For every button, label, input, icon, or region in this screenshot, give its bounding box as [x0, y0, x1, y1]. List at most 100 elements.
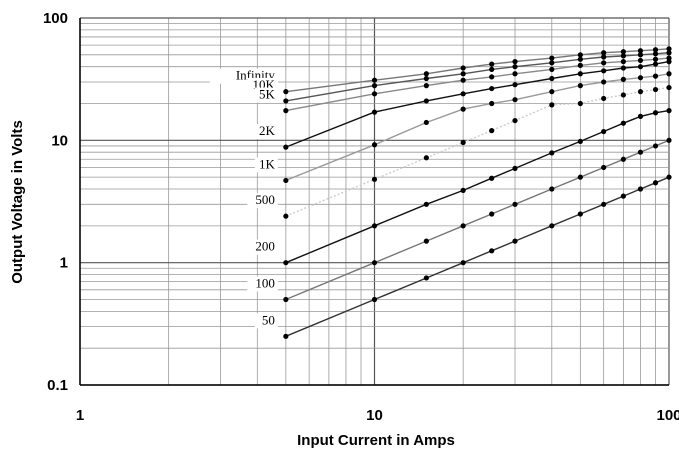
data-point — [283, 213, 289, 219]
series-label-bg — [247, 193, 278, 209]
data-point — [637, 186, 644, 192]
series-label-bg — [254, 313, 278, 329]
data-point — [423, 275, 429, 281]
series-label-bg — [247, 276, 278, 292]
data-point — [489, 128, 495, 134]
data-point — [652, 47, 659, 53]
data-point — [460, 260, 466, 266]
data-point — [460, 71, 466, 77]
data-point — [423, 155, 429, 161]
data-point — [283, 89, 289, 95]
series-label: 50 — [262, 312, 275, 327]
data-point — [283, 296, 289, 303]
y-tick-label: 10 — [51, 132, 68, 149]
data-point — [549, 150, 555, 156]
series-label: 1K — [259, 156, 276, 171]
data-point — [512, 82, 518, 88]
x-axis-title: Input Current in Amps — [297, 432, 455, 449]
data-point — [283, 333, 289, 339]
series-label: 100 — [255, 275, 275, 290]
data-point — [652, 180, 659, 186]
x-tick-label: 10 — [366, 407, 383, 424]
data-point — [620, 156, 626, 162]
data-point — [620, 76, 626, 82]
data-point — [489, 85, 495, 92]
data-point — [512, 59, 518, 65]
data-point — [637, 89, 644, 95]
tick-labels: 1 10 100 0.1 1 10 100 — [43, 10, 679, 424]
data-point — [666, 108, 672, 114]
data-point — [283, 144, 289, 150]
data-point — [601, 164, 607, 171]
y-tick-label: 1 — [60, 255, 68, 272]
data-point — [652, 86, 659, 93]
data-point — [652, 61, 659, 67]
data-point — [637, 149, 644, 155]
data-point — [460, 187, 466, 193]
data-point — [371, 176, 378, 182]
data-point — [637, 57, 644, 64]
series-label: 5K — [259, 87, 276, 102]
data-point — [549, 66, 555, 73]
data-point — [460, 139, 466, 146]
data-point — [601, 79, 607, 85]
data-point — [283, 260, 289, 266]
data-point — [512, 97, 518, 103]
series-label: 500 — [255, 192, 275, 207]
data-point — [489, 66, 495, 73]
data-point — [577, 83, 583, 89]
data-point — [512, 165, 518, 171]
data-point — [601, 50, 607, 56]
data-point — [549, 60, 555, 66]
data-point — [423, 98, 429, 104]
data-point — [512, 64, 518, 70]
data-point — [283, 177, 289, 184]
data-point — [637, 48, 644, 54]
y-axis-title: Output Voltage in Volts — [9, 120, 26, 284]
data-point — [371, 223, 378, 229]
data-point — [460, 77, 466, 83]
data-point — [512, 71, 518, 77]
data-point — [423, 119, 429, 126]
series-label-bg — [254, 124, 278, 140]
data-point — [577, 62, 583, 68]
data-point — [371, 109, 378, 115]
data-point — [371, 142, 378, 148]
data-point — [620, 59, 626, 65]
x-tick-label: 100 — [656, 407, 679, 424]
data-point — [637, 52, 644, 58]
data-point — [577, 174, 583, 180]
series-line — [285, 139, 670, 301]
data-point — [549, 89, 555, 95]
data-point — [549, 75, 555, 82]
data-point — [652, 73, 659, 79]
data-point — [489, 100, 495, 107]
data-point — [620, 65, 626, 71]
data-point — [652, 56, 659, 62]
data-point — [549, 102, 555, 108]
data-point — [489, 175, 495, 181]
data-point — [283, 108, 289, 114]
data-point — [371, 77, 378, 83]
data-point — [637, 64, 644, 70]
series-label-bg — [247, 239, 278, 255]
data-point — [666, 50, 672, 56]
data-point — [666, 71, 672, 77]
data-point — [577, 56, 583, 62]
data-point — [620, 49, 626, 55]
data-points — [283, 46, 672, 339]
data-point — [601, 128, 607, 135]
series-line — [285, 60, 670, 148]
data-point — [666, 59, 672, 65]
data-point — [637, 75, 644, 81]
data-point — [489, 61, 495, 67]
data-point — [460, 65, 466, 71]
y-tick-label: 0.1 — [47, 377, 68, 394]
data-point — [601, 68, 607, 74]
data-point — [637, 113, 644, 119]
data-point — [601, 95, 607, 102]
data-point — [652, 143, 659, 149]
